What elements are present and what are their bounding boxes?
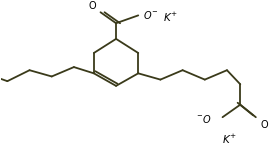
- Text: $K^{+}$: $K^{+}$: [163, 11, 178, 24]
- Text: $O^{-}$: $O^{-}$: [143, 9, 158, 21]
- Text: O: O: [89, 1, 96, 11]
- Text: $K^{+}$: $K^{+}$: [222, 133, 237, 146]
- Text: O: O: [260, 120, 268, 130]
- Text: $^{-}O$: $^{-}O$: [196, 113, 211, 125]
